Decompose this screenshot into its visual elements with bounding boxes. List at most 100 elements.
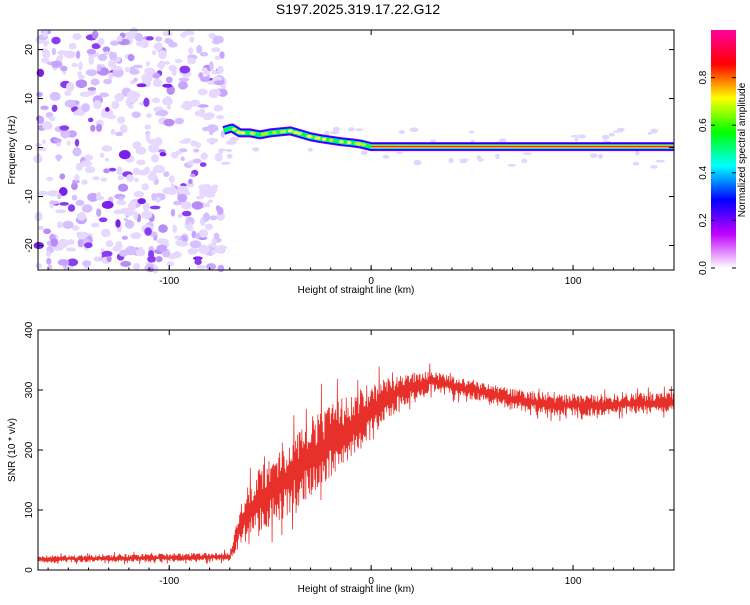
noise-blob <box>116 35 123 42</box>
noise-blob <box>127 54 135 62</box>
noise-blob <box>120 260 132 267</box>
noise-blob <box>100 177 108 182</box>
noise-blob <box>208 127 214 136</box>
noise-blob <box>218 148 228 152</box>
noise-blob <box>108 167 117 172</box>
noise-blob <box>205 223 213 230</box>
noise-blob <box>196 265 206 270</box>
noise-blob <box>81 179 88 185</box>
spectrogram-signal <box>222 123 674 152</box>
snr-xtick-label: 100 <box>565 576 582 587</box>
noise-blob <box>92 176 100 181</box>
noise-blob <box>86 48 97 55</box>
noise-blob <box>57 259 70 266</box>
noise-blob <box>67 204 76 212</box>
noise-blob <box>143 97 150 108</box>
noise-blob <box>43 228 52 235</box>
noise-blob <box>72 147 82 157</box>
noise-blob <box>77 75 86 79</box>
noise-blob <box>75 199 85 206</box>
noise-blob <box>51 36 61 45</box>
noise-blob <box>147 255 156 263</box>
noise-blob <box>72 179 80 184</box>
noise-blob <box>476 155 482 160</box>
noise-blob <box>66 82 75 92</box>
noise-blob <box>129 68 140 75</box>
noise-blob <box>570 134 580 138</box>
noise-blob <box>130 232 142 240</box>
noise-blob <box>200 152 208 160</box>
noise-blob <box>119 124 128 134</box>
colorbar-tick-label: 0.6 <box>698 118 709 132</box>
noise-blob <box>632 161 640 166</box>
noise-blob <box>141 183 149 191</box>
noise-blob <box>187 57 196 65</box>
noise-blob <box>116 116 126 124</box>
noise-blob <box>124 66 130 73</box>
spectrogram-ylabel: Frequency (Hz) <box>7 116 18 185</box>
noise-blob <box>82 260 92 267</box>
noise-blob <box>144 227 152 236</box>
noise-blob <box>194 110 205 117</box>
noise-blob <box>180 156 185 161</box>
noise-blob <box>79 91 91 98</box>
noise-blob <box>118 183 129 192</box>
noise-blob <box>46 251 51 258</box>
noise-blob <box>647 131 653 135</box>
noise-blob <box>178 81 188 90</box>
noise-blob <box>98 217 108 223</box>
noise-blob <box>216 65 224 74</box>
snr-ylabel: SNR (10 * v/v) <box>7 418 18 482</box>
snr-xtick-label: -100 <box>159 576 179 587</box>
noise-blob <box>211 39 221 45</box>
noise-blob <box>332 126 341 132</box>
noise-blob <box>162 30 173 37</box>
noise-blob <box>125 98 131 106</box>
noise-blob <box>213 80 225 86</box>
noise-blob <box>42 40 50 45</box>
noise-blob <box>104 157 110 162</box>
noise-blob <box>495 153 500 159</box>
noise-blob <box>210 249 216 255</box>
noise-blob <box>355 128 364 131</box>
noise-blob <box>589 153 598 158</box>
noise-blob <box>522 152 533 155</box>
noise-blob <box>136 159 146 165</box>
noise-blob <box>178 77 190 82</box>
noise-blob <box>141 73 153 83</box>
noise-blob <box>598 153 603 159</box>
noise-blob <box>124 31 137 37</box>
noise-blob <box>191 201 204 210</box>
noise-blob <box>347 127 355 132</box>
noise-blob <box>174 58 183 64</box>
signal-peak <box>272 130 278 134</box>
noise-blob <box>468 130 475 134</box>
colorbar-tick-label: 0.2 <box>698 213 709 227</box>
signal-peak <box>328 138 334 142</box>
noise-blob <box>148 143 160 153</box>
signal-peak <box>297 132 303 136</box>
noise-blob <box>196 195 205 200</box>
noise-blob <box>521 158 528 164</box>
noise-blob <box>217 88 228 97</box>
noise-blob <box>147 173 158 181</box>
noise-blob <box>608 132 615 137</box>
noise-blob <box>214 152 223 162</box>
noise-blob <box>81 103 90 113</box>
noise-blob <box>430 139 437 143</box>
noise-blob <box>578 134 586 139</box>
noise-blob <box>46 257 52 265</box>
noise-blob <box>144 124 152 130</box>
noise-blob <box>103 51 110 55</box>
colorbar-tick-label: 0.4 <box>698 165 709 179</box>
snr-xtick-label: 0 <box>368 576 374 587</box>
noise-blob <box>197 88 208 96</box>
colorbar-gradient <box>711 30 736 268</box>
noise-blob <box>77 71 83 76</box>
noise-blob <box>252 147 260 152</box>
noise-blob <box>85 69 98 76</box>
noise-blob <box>360 150 368 155</box>
noise-blob <box>177 193 188 203</box>
noise-blob <box>87 192 99 202</box>
